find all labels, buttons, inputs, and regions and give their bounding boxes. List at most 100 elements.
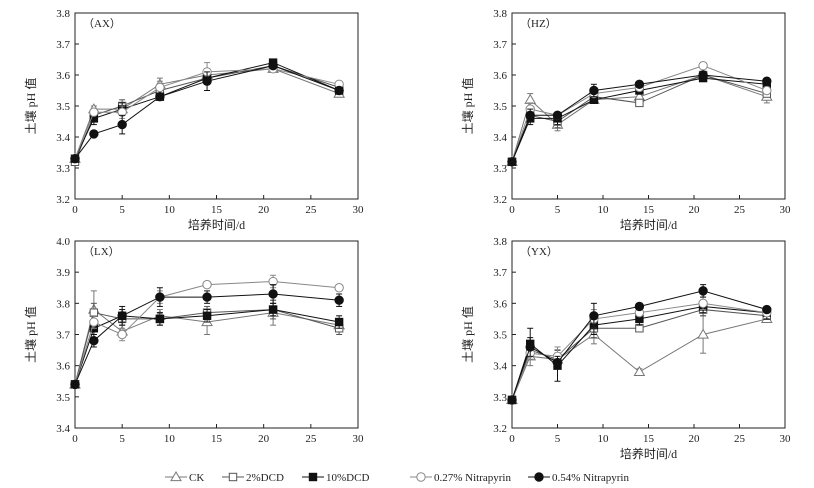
chart-panel-2: 0 5 10 15 20 25 30 3.2 3.3 3.4 3.5 3.6 3.7 3.8 （HZ） 土壤 … bbox=[460, 8, 791, 232]
x-tick-label: 15 bbox=[643, 433, 655, 445]
y-axis-label: 土壤 pH 值 bbox=[460, 78, 475, 135]
legend-marker bbox=[308, 472, 318, 482]
data-point bbox=[202, 76, 212, 86]
legend-marker bbox=[170, 471, 182, 482]
panel-label: （HZ） bbox=[520, 17, 557, 30]
y-tick-label: 3.3 bbox=[56, 163, 70, 175]
data-point bbox=[552, 110, 563, 121]
data-point bbox=[334, 317, 344, 327]
data-point bbox=[635, 324, 644, 333]
data-point bbox=[552, 357, 563, 368]
data-point bbox=[89, 336, 99, 346]
data-point bbox=[634, 79, 645, 90]
x-tick-label: 5 bbox=[119, 204, 125, 216]
data-point bbox=[698, 298, 708, 309]
x-tick-label: 30 bbox=[780, 433, 792, 445]
series-0-54-nitrapyrin bbox=[70, 284, 344, 390]
legend-item: 0.54% Nitrapyrin bbox=[528, 472, 629, 484]
x-tick-label: 5 bbox=[119, 433, 125, 445]
x-tick-label: 10 bbox=[598, 433, 610, 445]
series-0-54-nitrapyrin bbox=[507, 284, 772, 405]
y-tick-label: 3.3 bbox=[493, 163, 507, 175]
data-point bbox=[155, 292, 165, 302]
data-point bbox=[697, 328, 709, 339]
data-point bbox=[334, 283, 344, 293]
data-point bbox=[70, 154, 80, 164]
x-tick-label: 20 bbox=[258, 433, 270, 445]
plot-frame bbox=[74, 12, 359, 200]
panel-label: （LX） bbox=[83, 245, 120, 258]
y-tick-label: 3.5 bbox=[56, 392, 70, 404]
y-tick-label: 3.8 bbox=[56, 8, 70, 20]
data-point bbox=[334, 85, 344, 96]
x-tick-label: 0 bbox=[509, 204, 515, 216]
series-0-27-nitrapyrin bbox=[507, 296, 772, 405]
data-point bbox=[89, 129, 99, 139]
series-0-27-nitrapyrin bbox=[507, 60, 772, 167]
chart-panel-3: 0 5 10 15 20 25 30 3.4 3.5 3.6 3.7 3.8 3.9 4.0 （LX） 土壤 … bbox=[23, 236, 364, 445]
x-tick-label: 0 bbox=[72, 433, 78, 445]
y-tick-label: 3.4 bbox=[56, 132, 70, 144]
data-point bbox=[202, 279, 212, 290]
y-tick-label: 3.6 bbox=[56, 70, 70, 82]
data-point bbox=[155, 82, 165, 93]
y-tick-label: 3.7 bbox=[56, 39, 70, 51]
x-tick-label: 30 bbox=[353, 433, 365, 445]
panels: 0 5 10 15 20 25 30 3.2 3.3 3.4 3.5 3.6 3.7 3.8 （AX） 土壤 … bbox=[23, 8, 791, 461]
data-point bbox=[202, 292, 212, 302]
data-point bbox=[634, 301, 645, 312]
y-tick-label: 3.2 bbox=[493, 423, 507, 435]
y-tick-label: 3.2 bbox=[493, 194, 507, 206]
legend-label: 0.27% Nitrapyrin bbox=[434, 472, 511, 484]
y-tick-label: 3.4 bbox=[493, 132, 507, 144]
data-point bbox=[117, 119, 127, 130]
x-axis-label: 培养时间/d bbox=[188, 217, 245, 232]
y-axis-label: 土壤 pH 值 bbox=[23, 78, 38, 135]
data-point bbox=[762, 76, 772, 86]
data-point bbox=[70, 379, 80, 390]
plot-frame bbox=[511, 12, 786, 200]
x-tick-label: 5 bbox=[555, 433, 561, 445]
x-tick-label: 25 bbox=[734, 204, 746, 216]
series-10-dcd bbox=[70, 302, 344, 389]
legend-label: 0.54% Nitrapyrin bbox=[552, 472, 629, 484]
data-point bbox=[762, 85, 772, 96]
y-tick-label: 3.9 bbox=[56, 267, 70, 279]
panel-label: （YX） bbox=[520, 245, 558, 258]
data-point bbox=[525, 110, 535, 121]
x-tick-label: 15 bbox=[643, 204, 655, 216]
x-tick-label: 25 bbox=[305, 204, 317, 216]
x-tick-label: 30 bbox=[353, 204, 365, 216]
y-axis-label: 土壤 pH 值 bbox=[460, 306, 475, 363]
y-tick-label: 3.7 bbox=[493, 39, 507, 51]
y-tick-label: 3.4 bbox=[493, 361, 507, 373]
y-tick-label: 3.4 bbox=[56, 423, 70, 435]
series-0-54-nitrapyrin bbox=[70, 60, 344, 164]
y-tick-label: 3.6 bbox=[56, 361, 70, 373]
x-tick-label: 0 bbox=[72, 204, 78, 216]
y-tick-label: 3.8 bbox=[56, 298, 70, 310]
y-tick-label: 3.7 bbox=[56, 330, 70, 342]
legend-label: 2%DCD bbox=[246, 472, 284, 484]
data-point bbox=[525, 342, 535, 352]
x-tick-label: 0 bbox=[509, 433, 515, 445]
legend-marker bbox=[534, 472, 544, 482]
data-point bbox=[635, 98, 644, 108]
data-point bbox=[202, 311, 212, 321]
x-tick-label: 10 bbox=[164, 204, 176, 216]
x-tick-label: 10 bbox=[598, 204, 610, 216]
x-tick-label: 20 bbox=[258, 204, 270, 216]
y-tick-label: 3.8 bbox=[493, 236, 507, 248]
x-tick-label: 20 bbox=[689, 433, 701, 445]
x-tick-label: 25 bbox=[305, 433, 317, 445]
plot-frame bbox=[511, 240, 786, 429]
legend-marker bbox=[416, 472, 426, 482]
data-point bbox=[268, 305, 278, 314]
series-0-54-nitrapyrin bbox=[507, 70, 772, 167]
x-tick-label: 15 bbox=[211, 433, 223, 445]
legend-item: 2%DCD bbox=[222, 472, 284, 484]
legend-label: CK bbox=[189, 472, 204, 484]
x-tick-label: 30 bbox=[780, 204, 792, 216]
data-point bbox=[268, 289, 278, 299]
data-point bbox=[155, 92, 165, 102]
